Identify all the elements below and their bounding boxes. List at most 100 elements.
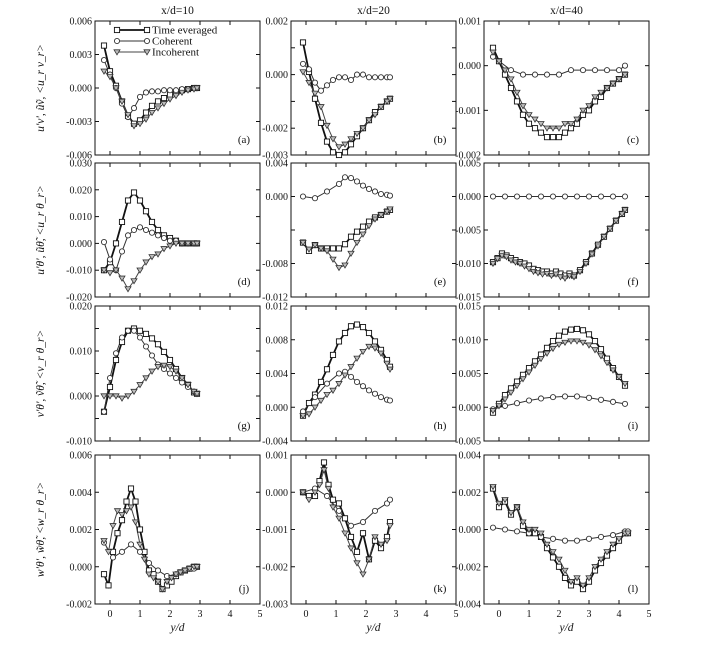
- data-point: [347, 364, 355, 371]
- data-point: [118, 334, 126, 341]
- y-tick-label: 0.001: [459, 17, 482, 28]
- chart-panel-f: -0.015 -0.010 -0.005 0.000 0.005 (f): [455, 159, 650, 304]
- data-point: [591, 347, 599, 354]
- data-point: [127, 504, 135, 511]
- chart-panel-k: -0.003 -0.002 -0.001 0.000 0.001 0 1 2 3 4 5 (k) y/d: [262, 451, 458, 635]
- data-point: [130, 105, 138, 112]
- data-point: [131, 519, 140, 526]
- data-point: [525, 369, 533, 376]
- data-point: [154, 98, 162, 105]
- x-tick-label: 4: [228, 609, 233, 620]
- data-point: [359, 182, 367, 189]
- data-point: [335, 338, 343, 345]
- y-tick-label: -0.006: [66, 151, 92, 162]
- data-point: [621, 72, 629, 79]
- data-point: [341, 74, 349, 81]
- data-point: [347, 545, 355, 552]
- data-point: [178, 89, 186, 97]
- data-point: [148, 218, 156, 226]
- y-tick-label: 0.005: [459, 369, 482, 380]
- y-tick-label: 0.004: [266, 369, 289, 380]
- data-point: [359, 223, 367, 230]
- data-point: [140, 556, 149, 563]
- data-point: [507, 510, 515, 517]
- data-point: [100, 42, 108, 49]
- data-point: [142, 343, 150, 350]
- data-point: [154, 341, 162, 348]
- data-point: [353, 560, 361, 567]
- data-point: [597, 346, 605, 353]
- x-tick-label: 0: [108, 609, 113, 620]
- y-tick-label: 0.004: [459, 451, 482, 462]
- data-point: [329, 136, 337, 143]
- data-point: [329, 245, 337, 252]
- legend-marker: [113, 26, 121, 34]
- data-point: [501, 193, 509, 200]
- data-point: [172, 87, 180, 94]
- data-point: [555, 556, 563, 563]
- data-point: [323, 492, 331, 500]
- data-point: [335, 370, 343, 377]
- data-point: [513, 504, 521, 511]
- data-point: [127, 485, 135, 492]
- data-point: [149, 575, 158, 582]
- data-point: [519, 71, 527, 78]
- data-point: [341, 262, 349, 269]
- data-point: [549, 549, 557, 556]
- data-point: [118, 395, 126, 402]
- data-point: [130, 226, 138, 234]
- data-point: [317, 378, 325, 385]
- panel-label: (i): [628, 420, 639, 432]
- data-point: [112, 85, 120, 92]
- data-point: [585, 193, 593, 200]
- data-point: [323, 391, 331, 399]
- data-point: [606, 226, 614, 233]
- data-point: [154, 364, 162, 371]
- legend-marker: [143, 37, 151, 45]
- y-tick-label: -0.004: [455, 600, 481, 611]
- data-point: [561, 129, 569, 136]
- data-point: [603, 360, 611, 367]
- data-point: [118, 517, 126, 524]
- data-point: [193, 85, 201, 92]
- data-point: [323, 366, 331, 373]
- data-point: [142, 226, 150, 234]
- data-point: [549, 554, 557, 561]
- data-point: [160, 348, 168, 355]
- data-point: [573, 575, 581, 582]
- data-point: [359, 383, 367, 390]
- data-point: [537, 193, 545, 200]
- panel-label: (l): [628, 583, 639, 595]
- data-point: [142, 109, 150, 116]
- data-point: [519, 103, 527, 110]
- data-point: [323, 138, 331, 145]
- data-point: [386, 523, 394, 530]
- data-point: [166, 370, 174, 377]
- panel-label: (h): [434, 420, 447, 432]
- data-point: [130, 278, 138, 285]
- x-tick-label: 5: [258, 609, 263, 620]
- data-point: [341, 141, 349, 148]
- data-point: [118, 248, 126, 255]
- data-point: [371, 188, 379, 195]
- data-point: [335, 151, 343, 159]
- data-point: [311, 489, 319, 496]
- y-tick-label: -0.003: [262, 600, 288, 611]
- data-point: [142, 89, 150, 96]
- x-tick-label: 5: [454, 609, 459, 620]
- data-point: [167, 575, 176, 582]
- data-point: [501, 497, 509, 504]
- data-point: [386, 74, 394, 81]
- y-tick-label: -0.001: [455, 106, 481, 117]
- data-point: [166, 87, 174, 94]
- data-point: [154, 105, 162, 112]
- x-axis-label: y/d: [558, 622, 573, 634]
- data-point: [184, 240, 192, 247]
- data-point: [371, 345, 379, 352]
- data-point: [124, 232, 132, 239]
- data-point: [100, 239, 108, 246]
- data-point: [386, 366, 394, 373]
- data-point: [132, 498, 139, 505]
- data-point: [136, 327, 144, 334]
- y-tick-label: 0.002: [459, 488, 482, 499]
